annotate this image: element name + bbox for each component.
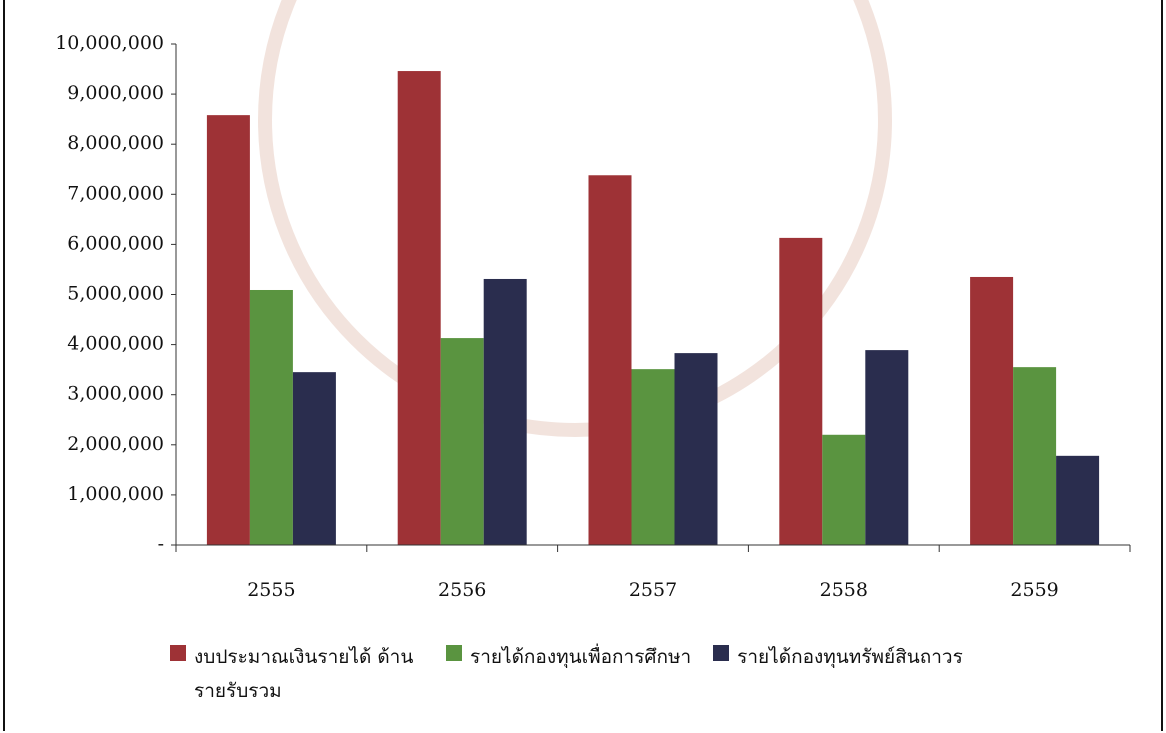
bar (292, 372, 336, 545)
bar (440, 338, 484, 545)
y-tick-label: 1,000,000 (67, 483, 164, 505)
y-tick-label: - (158, 533, 164, 555)
x-tick-label: 2555 (247, 579, 295, 601)
y-tick-label: 9,000,000 (67, 82, 164, 104)
x-tick-label: 2559 (1010, 579, 1058, 601)
legend-label: รายได้กองทุนเพื่อการศึกษา (470, 646, 692, 668)
bar (779, 237, 823, 545)
bar (206, 115, 250, 545)
bar (865, 350, 909, 545)
bar (674, 353, 718, 545)
y-tick-label: 3,000,000 (67, 383, 164, 405)
y-tick-label: 8,000,000 (67, 132, 164, 154)
bar (631, 369, 675, 545)
bar (1056, 455, 1100, 545)
y-tick-label: 5,000,000 (67, 283, 164, 305)
y-tick-label: 10,000,000 (55, 32, 164, 54)
legend: งบประมาณเงินรายได้ ด้านรายรับรวม รายได้กอ… (170, 640, 963, 708)
y-tick-label: 7,000,000 (67, 182, 164, 204)
legend-item: รายได้กองทุนทรัพย์สินถาวร (713, 640, 963, 708)
x-tick-label: 2557 (629, 579, 677, 601)
x-tick-label: 2556 (438, 579, 486, 601)
legend-swatch (713, 645, 730, 661)
legend-item: งบประมาณเงินรายได้ ด้านรายรับรวม (170, 640, 424, 708)
y-tick-label: 4,000,000 (67, 333, 164, 355)
bar (397, 71, 441, 545)
frame (3, 0, 1163, 731)
watermark (258, 0, 892, 437)
bar (483, 278, 527, 545)
bar (822, 434, 866, 545)
y-tick-label: 2,000,000 (67, 433, 164, 455)
legend-label: รายได้กองทุนทรัพย์สินถาวร (737, 646, 963, 668)
bar (970, 276, 1014, 545)
bar (249, 289, 293, 545)
bar (1013, 367, 1057, 545)
y-tick-label: 6,000,000 (67, 232, 164, 254)
bar (588, 175, 632, 545)
x-tick-label: 2558 (820, 579, 868, 601)
legend-swatch (170, 645, 186, 661)
legend-label: งบประมาณเงินรายได้ ด้านรายรับรวม (194, 646, 414, 702)
legend-swatch (446, 645, 462, 661)
legend-item: รายได้กองทุนเพื่อการศึกษา (446, 640, 691, 708)
